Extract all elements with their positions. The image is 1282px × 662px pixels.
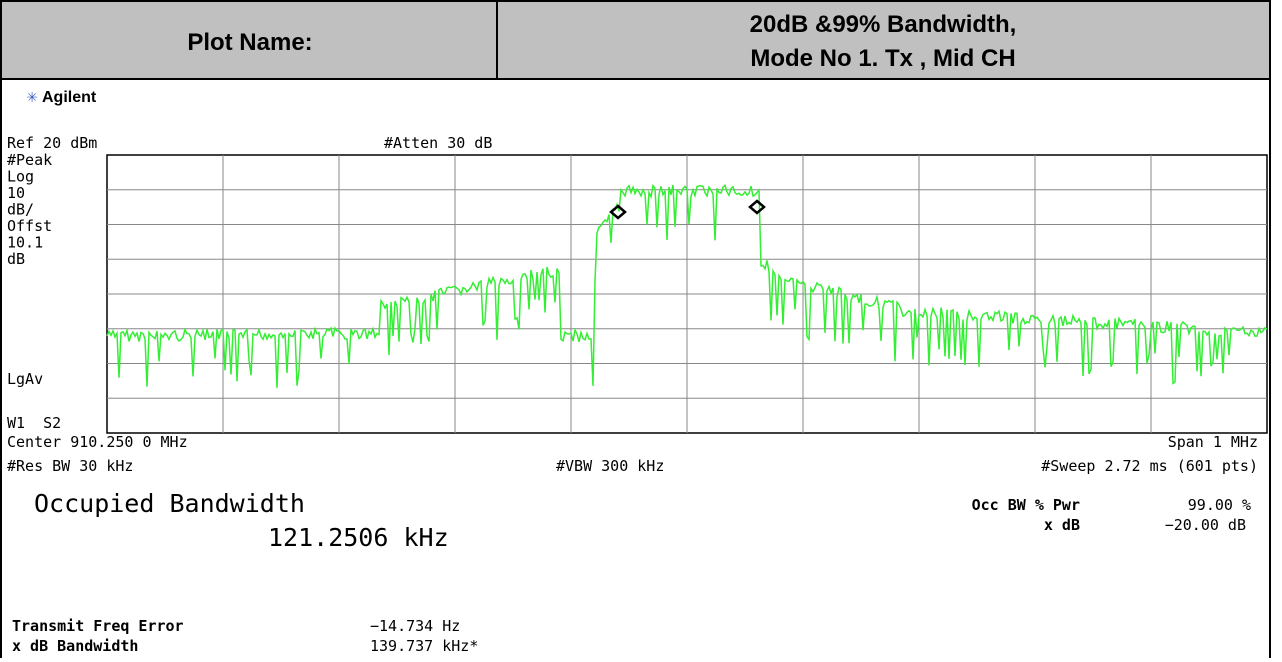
- header-title: Mode No 1. Tx , Mid CH: [750, 45, 1015, 72]
- ref: Ref 20 dBm: [7, 134, 97, 152]
- header-title-cell: [496, 0, 1271, 80]
- left-label: dB/: [7, 201, 34, 219]
- header-label-cell: [0, 0, 498, 80]
- sweep: #Sweep 2.72 ms (601 pts): [1041, 457, 1258, 475]
- xdb-bw-value: 139.737 kHz*: [370, 637, 478, 655]
- occ-title: Occupied Bandwidth: [34, 489, 305, 518]
- w1s2: W1 S2: [7, 414, 61, 432]
- res-bw: #Res BW 30 kHz: [7, 457, 133, 475]
- brand: Agilent: [42, 89, 97, 106]
- lgav: LgAv: [7, 370, 43, 388]
- center: Center 910.250 0 MHz: [7, 433, 188, 451]
- left-label: 10: [7, 184, 25, 202]
- left-label: dB: [7, 250, 25, 268]
- left-label: Log: [7, 168, 34, 186]
- brand-logo: ✳: [27, 86, 38, 107]
- occ-pwr-label: Occ BW % Pwr: [972, 496, 1080, 514]
- xdb-bw-label: x dB Bandwidth: [12, 637, 138, 655]
- occ-pwr-value: 99.00 %: [1188, 496, 1251, 514]
- trace: [106, 183, 1268, 388]
- header-title: 20dB &99% Bandwidth,: [750, 11, 1017, 38]
- header-label: Plot Name:: [187, 29, 312, 56]
- xdb-value: −20.00 dB: [1165, 516, 1246, 534]
- left-label: Offst: [7, 217, 52, 235]
- freq-err-label: Transmit Freq Error: [12, 617, 184, 635]
- markers: [609, 199, 766, 220]
- left-label: 10.1: [7, 234, 43, 252]
- span: Span 1 MHz: [1168, 433, 1258, 451]
- xdb-label: x dB: [1044, 516, 1080, 534]
- freq-err-value: −14.734 Hz: [370, 617, 460, 635]
- left-label: #Peak: [7, 151, 52, 169]
- vbw: #VBW 300 kHz: [556, 457, 664, 475]
- occ-value: 121.2506 kHz: [268, 523, 449, 552]
- atten: #Atten 30 dB: [384, 134, 492, 152]
